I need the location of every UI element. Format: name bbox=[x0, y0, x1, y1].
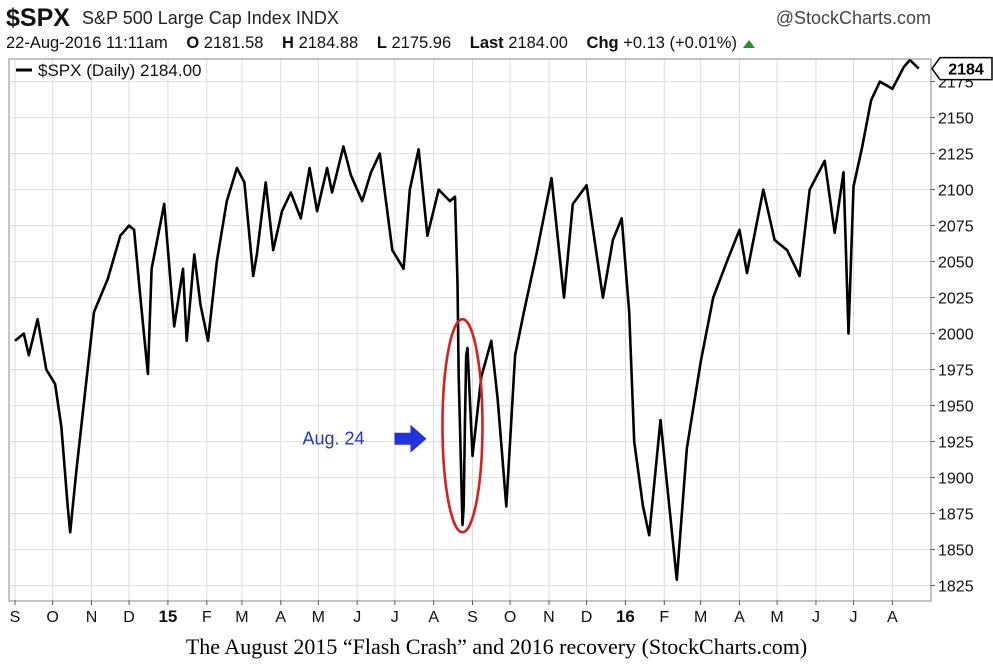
x-tick-label: M bbox=[312, 609, 325, 626]
x-tick-label: J bbox=[850, 609, 858, 626]
y-tick-label: 1875 bbox=[938, 507, 974, 524]
x-tick-label: F bbox=[659, 609, 669, 626]
y-tick-label: 1975 bbox=[938, 363, 974, 380]
x-tick-label: F bbox=[202, 609, 212, 626]
x-tick-label: 16 bbox=[616, 607, 635, 626]
grid-lines bbox=[10, 60, 930, 600]
x-axis-ticks: S O N D 15 F M A M J J A S O N D 16 F M A M J J A bbox=[10, 600, 898, 626]
x-tick-label: M bbox=[694, 609, 707, 626]
y-tick-label: 1825 bbox=[938, 579, 974, 596]
symbol-title: $SPX bbox=[6, 4, 70, 32]
right-arrow-icon bbox=[394, 424, 427, 453]
chg-label: Chg bbox=[586, 34, 619, 52]
open-value: 2181.58 bbox=[203, 34, 264, 52]
last-value-tag: 2184 bbox=[931, 56, 993, 81]
plot-frame bbox=[8, 58, 932, 602]
x-tick-label: M bbox=[770, 609, 783, 626]
tag-shape bbox=[931, 56, 993, 81]
x-tick-label: A bbox=[887, 609, 898, 626]
y-axis-ticks: 1825 1850 1875 1900 1925 1950 1975 2000 2025 2050… bbox=[930, 75, 974, 596]
high-label: H bbox=[282, 34, 294, 52]
x-tick-label: A bbox=[428, 609, 439, 626]
flash-crash-highlight bbox=[441, 317, 484, 534]
x-tick-label: J bbox=[812, 609, 820, 626]
x-tick-label: J bbox=[391, 609, 399, 626]
index-name: S&P 500 Large Cap Index INDX bbox=[82, 8, 339, 28]
x-tick-label: N bbox=[543, 609, 555, 626]
x-tick-label: A bbox=[275, 609, 286, 626]
y-tick-label: 2025 bbox=[938, 291, 974, 308]
y-tick-label: 2125 bbox=[938, 147, 974, 164]
x-tick-label: D bbox=[123, 609, 135, 626]
y-tick-label: 2050 bbox=[938, 255, 974, 272]
x-tick-label: M bbox=[235, 609, 248, 626]
price-line bbox=[14, 58, 920, 582]
up-arrow-icon bbox=[742, 39, 755, 48]
last-value: 2184.00 bbox=[508, 34, 568, 52]
high-value: 2184.88 bbox=[298, 34, 359, 52]
low-label: L bbox=[376, 34, 387, 52]
chart-legend: $SPX (Daily) 2184.00 bbox=[16, 61, 201, 80]
brand-label: @StockCharts.com bbox=[775, 8, 931, 28]
low-value: 2175.96 bbox=[391, 34, 452, 52]
y-tick-label: 2100 bbox=[938, 183, 974, 200]
y-tick-label: 2150 bbox=[938, 111, 974, 128]
chg-value: +0.13 (+0.01%) bbox=[623, 34, 737, 52]
legend-label: $SPX (Daily) 2184.00 bbox=[38, 61, 201, 80]
chart-header: $SPX S&P 500 Large Cap Index INDX @Stock… bbox=[0, 0, 993, 60]
y-tick-label: 2000 bbox=[938, 327, 974, 344]
open-label: O bbox=[186, 34, 200, 52]
quote-line: 22-Aug-2016 11:11am O 2181.58 H 2184.88 … bbox=[6, 34, 755, 53]
tag-label: 2184 bbox=[948, 62, 984, 79]
x-tick-label: J bbox=[353, 609, 361, 626]
last-label: Last bbox=[469, 34, 504, 52]
arrow-shape bbox=[394, 424, 427, 453]
annotation-label: Aug. 24 bbox=[302, 429, 364, 449]
quote-datetime: 22-Aug-2016 11:11am bbox=[6, 34, 168, 52]
x-tick-label: S bbox=[10, 609, 21, 626]
x-tick-label: D bbox=[581, 609, 593, 626]
y-tick-label: 2075 bbox=[938, 219, 974, 236]
x-tick-label: N bbox=[86, 609, 98, 626]
y-tick-label: 1850 bbox=[938, 543, 974, 560]
x-tick-label: O bbox=[504, 609, 516, 626]
price-chart: 1825 1850 1875 1900 1925 1950 1975 2000 2025 2050… bbox=[8, 56, 993, 626]
figure-caption: The August 2015 “Flash Crash” and 2016 r… bbox=[185, 634, 808, 659]
x-tick-label: S bbox=[467, 609, 478, 626]
x-tick-label: O bbox=[46, 609, 58, 626]
x-tick-label: A bbox=[734, 609, 745, 626]
y-tick-label: 1900 bbox=[938, 471, 974, 488]
x-tick-label: 15 bbox=[158, 607, 177, 626]
y-tick-label: 1950 bbox=[938, 399, 974, 416]
y-tick-label: 1925 bbox=[938, 435, 974, 452]
